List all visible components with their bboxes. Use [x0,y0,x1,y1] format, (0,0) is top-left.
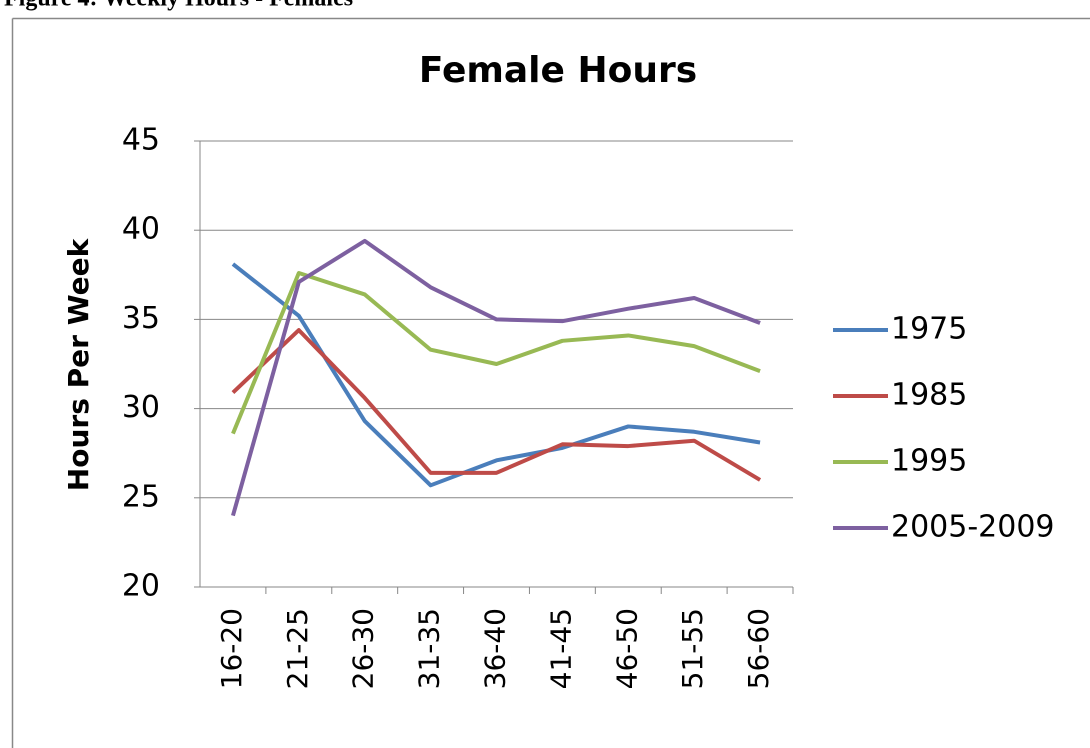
y-tick-label: 30 [122,390,160,425]
y-tick-label: 25 [122,479,160,514]
y-tick-label: 35 [122,301,160,336]
series-line [231,271,761,435]
series-line [231,262,761,488]
series-line [231,238,761,517]
y-tick-label: 40 [122,212,160,247]
x-tick-label: 21-25 [281,608,314,689]
x-tick-label: 31-35 [413,608,446,689]
y-tick-label: 45 [122,123,160,158]
figure-caption: Figure 4: Weekly Hours - Females [4,0,353,12]
chart-title: Female Hours [419,50,697,91]
legend-label: 1985 [891,378,967,413]
x-tick-label: 56-60 [742,608,775,689]
y-tick-label: 20 [122,569,160,604]
legend-label: 2005-2009 [891,510,1055,545]
y-axis-label: Hours Per Week [62,237,95,491]
x-tick-label: 51-55 [676,608,709,689]
x-tick-label: 36-40 [479,608,512,689]
legend-label: 1975 [891,312,967,347]
x-tick-label: 46-50 [610,608,643,689]
series-line [231,328,762,482]
x-tick-label: 26-30 [347,608,380,689]
legend-label: 1995 [891,444,967,479]
x-tick-label: 16-20 [215,608,248,689]
x-tick-label: 41-45 [544,608,577,689]
